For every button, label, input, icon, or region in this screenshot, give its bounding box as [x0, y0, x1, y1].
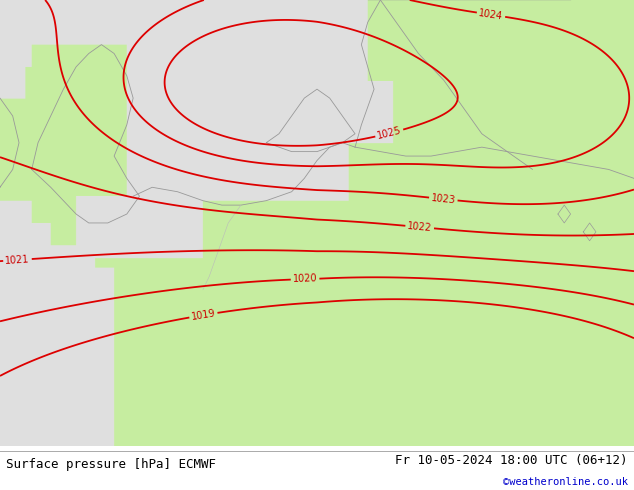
Text: 1024: 1024 [478, 8, 504, 22]
Text: 1023: 1023 [430, 193, 456, 205]
Text: 1021: 1021 [5, 254, 30, 266]
Text: 1019: 1019 [190, 308, 216, 322]
Text: 1022: 1022 [407, 221, 432, 233]
Text: 1020: 1020 [293, 274, 318, 285]
Text: 1025: 1025 [376, 125, 403, 141]
Text: ©weatheronline.co.uk: ©weatheronline.co.uk [503, 477, 628, 487]
Text: Surface pressure [hPa] ECMWF: Surface pressure [hPa] ECMWF [6, 458, 216, 471]
Text: Fr 10-05-2024 18:00 UTC (06+12): Fr 10-05-2024 18:00 UTC (06+12) [395, 454, 628, 466]
